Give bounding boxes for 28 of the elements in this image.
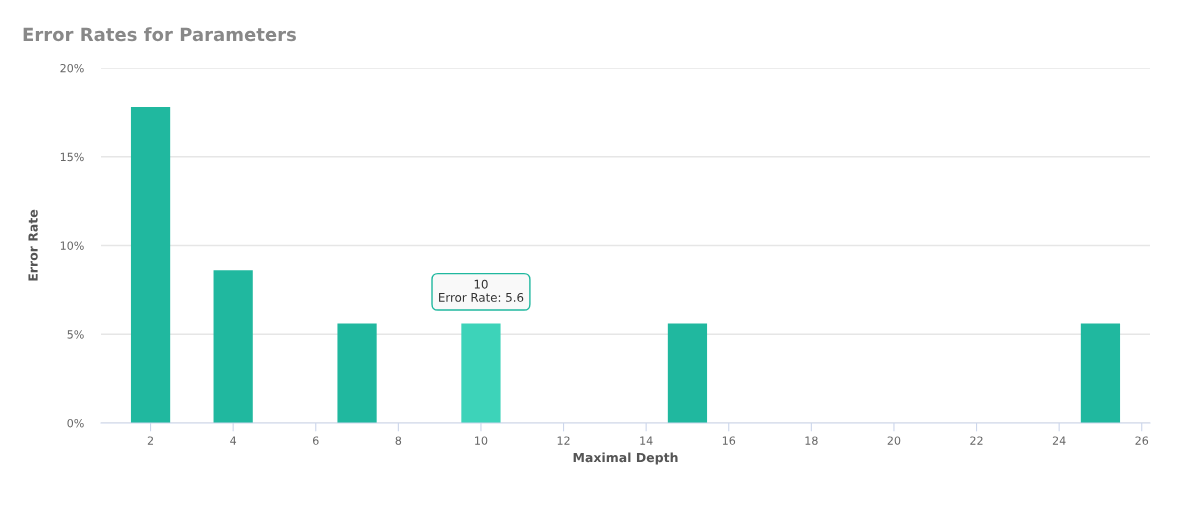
x-tick-label: 20 — [887, 436, 901, 445]
bar — [667, 323, 708, 423]
x-tick-label: 16 — [722, 436, 736, 445]
chart-title: Error Rates for Parameters — [23, 27, 296, 42]
x-tick-label: 4 — [230, 436, 237, 445]
x-tick-label: 8 — [395, 436, 402, 445]
y-tick-label: 5% — [67, 330, 84, 339]
y-tick-label: 0% — [67, 418, 84, 428]
x-tick-label: 22 — [970, 436, 983, 445]
bar — [337, 323, 377, 423]
x-tick-label: 2 — [147, 436, 153, 445]
x-axis-title: Maximal Depth — [573, 452, 678, 465]
bar — [461, 323, 501, 423]
y-tick-label: 10% — [60, 241, 84, 250]
x-tick-label: 6 — [313, 436, 319, 445]
x-tick-label: 10 — [475, 436, 488, 445]
x-tick-label: 18 — [805, 436, 818, 445]
y-axis-title: Error Rate — [28, 209, 38, 281]
bar — [130, 107, 171, 423]
annotation: 10 Error Rate: 5.6 — [439, 279, 524, 302]
x-tick-label: 24 — [1052, 436, 1066, 445]
x-tick-label: 26 — [1135, 436, 1149, 445]
x-tick-label: 14 — [640, 436, 653, 445]
bar — [213, 270, 253, 423]
x-tick-label: 12 — [557, 436, 570, 445]
y-tick-label: 20% — [60, 63, 84, 73]
y-tick-label: 15% — [60, 152, 84, 162]
bar — [1080, 323, 1121, 423]
